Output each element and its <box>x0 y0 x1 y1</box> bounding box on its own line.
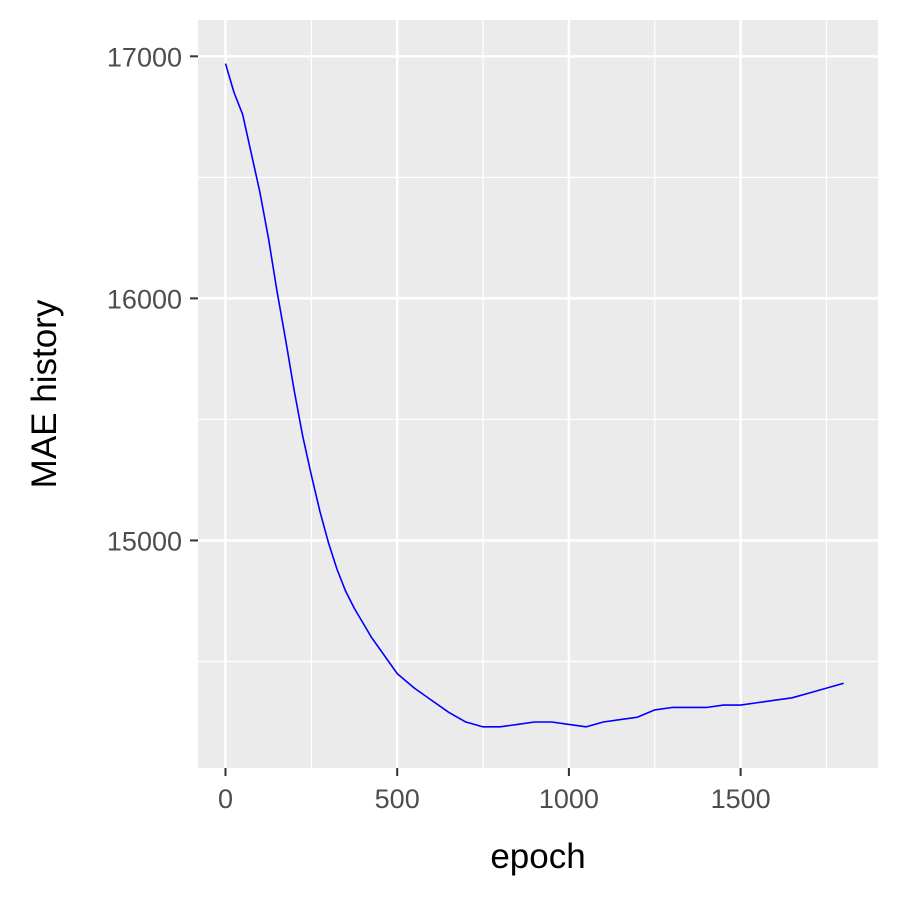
y-tick-label: 17000 <box>107 42 182 72</box>
series-line <box>224 63 844 728</box>
y-axis-title: MAE history <box>25 299 64 488</box>
major-gridlines <box>198 20 878 768</box>
x-axis: 0 500 1000 1500 <box>218 768 771 814</box>
y-tick-label: 16000 <box>107 284 182 314</box>
series-layer <box>224 63 844 728</box>
x-tick-label: 1500 <box>711 784 771 814</box>
x-tick-label: 0 <box>218 784 233 814</box>
y-tick-label: 15000 <box>107 526 182 556</box>
y-axis: 15000 16000 17000 <box>107 42 198 556</box>
plot-panel <box>198 20 878 768</box>
minor-gridlines <box>198 20 878 768</box>
x-tick-label: 500 <box>375 784 420 814</box>
x-tick-label: 1000 <box>539 784 599 814</box>
x-axis-title: epoch <box>490 837 585 876</box>
